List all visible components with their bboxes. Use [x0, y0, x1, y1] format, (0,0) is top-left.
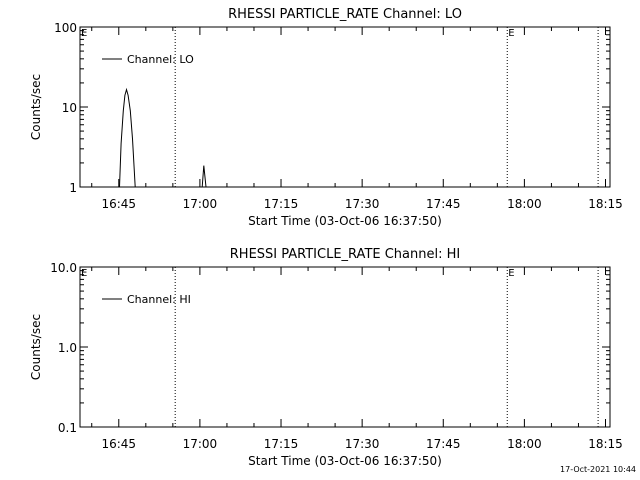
- series-line: [119, 87, 207, 188]
- x-tick-label: 17:45: [426, 197, 461, 211]
- event-marker-label: E: [508, 268, 514, 279]
- legend-label: Channel: LO: [127, 53, 194, 66]
- x-tick-label: 17:45: [426, 437, 461, 451]
- x-tick-label: 17:15: [264, 437, 299, 451]
- x-tick-label: 17:30: [345, 197, 380, 211]
- x-tick-label: 16:45: [101, 197, 136, 211]
- x-axis-label: Start Time (03-Oct-06 16:37:50): [248, 454, 442, 468]
- chart-title: RHESSI PARTICLE_RATE Channel: HI: [230, 247, 460, 262]
- y-tick-label: 100: [54, 21, 77, 35]
- plot-hi-channel: RHESSI PARTICLE_RATE Channel: HI 0.1 1.0 10…: [29, 247, 623, 468]
- x-tick-label: 17:00: [183, 437, 218, 451]
- x-tick-label: 18:00: [507, 197, 542, 211]
- corner-marker-label: E: [81, 28, 87, 39]
- corner-marker-label: E: [81, 268, 87, 279]
- chart-title: RHESSI PARTICLE_RATE Channel: LO: [228, 7, 462, 22]
- event-marker-label: E: [508, 28, 514, 39]
- footer-timestamp: 17-Oct-2021 10:44: [560, 465, 636, 474]
- y-tick-label: 10.0: [50, 261, 77, 275]
- x-tick-label: 17:30: [345, 437, 380, 451]
- x-tick-label: 17:15: [264, 197, 299, 211]
- legend-label: Channel: HI: [127, 293, 191, 306]
- x-tick-label: 18:15: [588, 197, 623, 211]
- plot-lo-channel: RHESSI PARTICLE_RATE Channel: LO 1 10 100 16…: [29, 7, 623, 228]
- y-tick-label: 1.0: [58, 341, 77, 355]
- x-tick-label: 16:45: [101, 437, 136, 451]
- x-tick-label: 17:00: [183, 197, 218, 211]
- y-tick-label: 1: [69, 181, 77, 195]
- x-axis-label: Start Time (03-Oct-06 16:37:50): [248, 214, 442, 228]
- x-tick-label: 18:00: [507, 437, 542, 451]
- y-tick-label: 10: [62, 101, 77, 115]
- y-axis-label: Counts/sec: [29, 314, 43, 380]
- y-axis-label: Counts/sec: [29, 74, 43, 140]
- y-tick-label: 0.1: [58, 421, 77, 435]
- x-tick-label: 18:15: [588, 437, 623, 451]
